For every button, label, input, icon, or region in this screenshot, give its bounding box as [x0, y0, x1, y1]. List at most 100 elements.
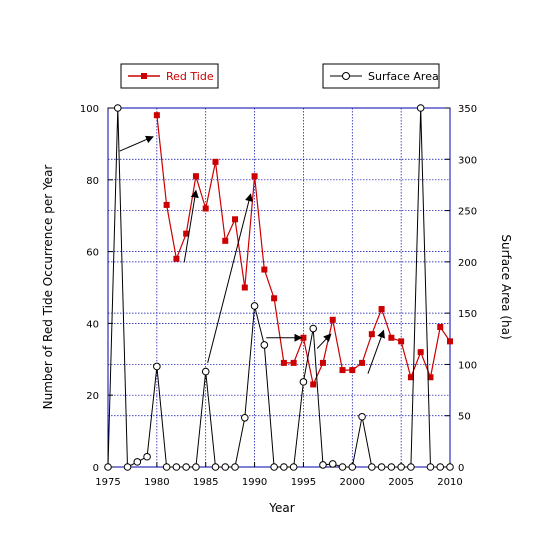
data-point-red-tide: [222, 237, 229, 244]
data-point-red-tide: [398, 338, 405, 345]
data-point-surface-area: [172, 463, 181, 471]
annotation-arrow: [119, 135, 154, 152]
data-point-red-tide: [359, 359, 366, 366]
y-right-tick-label: 200: [458, 258, 477, 269]
legend-label-surface-area: Surface Area: [368, 70, 439, 83]
legend-item-red-tide: Red Tide: [120, 63, 219, 89]
data-point-red-tide: [329, 316, 336, 323]
x-tick-label: 1985: [193, 477, 218, 488]
y-axis-left-title: Number of Red Tide Occurrence per Year: [41, 165, 55, 410]
data-point-red-tide: [261, 266, 268, 273]
annotations: [119, 135, 385, 374]
data-point-surface-area: [231, 463, 239, 471]
data-point-red-tide: [417, 349, 424, 356]
data-point-surface-area: [407, 463, 415, 471]
data-point-red-tide: [173, 255, 180, 262]
data-point-surface-area: [162, 463, 171, 471]
data-point-red-tide: [388, 334, 395, 341]
x-tick-label: 1995: [291, 477, 316, 488]
data-point-surface-area: [270, 463, 278, 471]
data-point-red-tide: [349, 367, 356, 374]
y-left-tick-label: 100: [80, 104, 99, 115]
data-point-red-tide: [192, 173, 199, 180]
axes: 1975 1980 1985 1990 1995 2000 2005 201002040608…: [80, 104, 477, 488]
data-point-red-tide: [280, 359, 287, 366]
data-point-red-tide: [271, 295, 278, 302]
data-point-surface-area: [153, 362, 161, 371]
y-left-tick-label: 20: [86, 391, 99, 402]
data-point-red-tide: [427, 374, 434, 381]
x-tick-label: 1975: [95, 477, 120, 488]
data-point-surface-area: [143, 452, 151, 461]
data-point-red-tide: [339, 367, 346, 374]
data-point-surface-area: [221, 463, 230, 471]
legend: Red Tide Surface Area: [120, 63, 440, 89]
plot-frame: [107, 107, 451, 468]
data-point-surface-area: [289, 463, 298, 471]
data-point-surface-area: [348, 463, 357, 471]
y-left-tick-label: 80: [86, 176, 99, 187]
data-point-surface-area: [260, 341, 269, 349]
data-point-red-tide: [241, 284, 248, 291]
data-point-surface-area: [123, 463, 132, 471]
y-right-tick-label: 0: [458, 463, 464, 474]
data-point-red-tide: [437, 323, 444, 330]
data-point-surface-area: [104, 463, 112, 471]
data-point-surface-area: [377, 463, 386, 471]
data-point-surface-area: [436, 463, 445, 471]
annotation-arrow: [207, 193, 253, 364]
data-point-red-tide: [378, 306, 385, 313]
data-point-surface-area: [397, 463, 405, 471]
x-axis-title: Year: [268, 501, 294, 515]
data-point-red-tide: [153, 112, 160, 119]
data-point-surface-area: [192, 463, 200, 471]
data-point-surface-area: [211, 463, 220, 471]
data-point-surface-area: [299, 378, 308, 386]
legend-marker-surface-area: [342, 72, 350, 80]
legend-item-surface-area: Surface Area: [322, 63, 440, 89]
y-right-tick-label: 50: [458, 412, 471, 423]
data-point-surface-area: [309, 324, 318, 333]
data-point-red-tide: [212, 158, 219, 165]
y-right-tick-label: 300: [458, 155, 477, 166]
data-point-surface-area: [328, 460, 337, 468]
data-point-surface-area: [338, 463, 347, 471]
data-point-red-tide: [368, 331, 375, 338]
data-point-surface-area: [113, 104, 122, 112]
data-point-red-tide: [447, 338, 453, 345]
data-point-red-tide: [163, 201, 170, 208]
data-point-surface-area: [133, 458, 142, 466]
x-tick-label: 2010: [437, 477, 462, 488]
y-right-tick-label: 100: [458, 360, 477, 371]
x-tick-label: 1990: [242, 477, 267, 488]
y-left-tick-label: 0: [93, 463, 99, 474]
y-right-tick-label: 250: [458, 207, 477, 218]
data-point-red-tide: [202, 205, 209, 212]
grid: [108, 108, 450, 467]
data-point-red-tide: [232, 216, 239, 223]
annotation-arrow: [367, 329, 385, 374]
data-point-surface-area: [201, 367, 210, 376]
data-point-red-tide: [407, 374, 414, 381]
data-point-surface-area: [426, 463, 435, 471]
y-right-tick-label: 150: [458, 309, 477, 320]
legend-label-red-tide: Red Tide: [166, 70, 214, 83]
legend-marker-red-tide: [141, 73, 147, 79]
annotation-arrow: [183, 189, 199, 263]
y-axis-right-title: Surface Area (ha): [499, 234, 513, 339]
data-point-surface-area: [368, 463, 376, 471]
x-tick-label: 2000: [340, 477, 365, 488]
data-point-red-tide: [300, 334, 307, 341]
data-point-red-tide: [251, 173, 258, 180]
data-point-surface-area: [241, 413, 249, 422]
data-point-surface-area: [446, 463, 454, 471]
data-point-red-tide: [319, 359, 326, 366]
y-right-tick-label: 350: [458, 104, 477, 115]
data-point-red-tide: [183, 230, 190, 237]
data-point-red-tide: [290, 359, 297, 366]
series-line-surface-area: [107, 107, 450, 468]
data-point-surface-area: [387, 463, 396, 471]
data-point-surface-area: [280, 463, 288, 471]
data-point-surface-area: [416, 104, 425, 112]
